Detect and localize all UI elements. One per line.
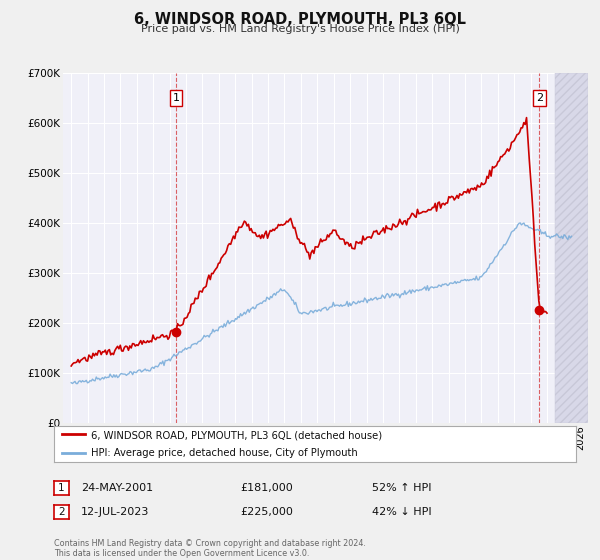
Text: 1: 1 bbox=[173, 93, 179, 103]
Text: 6, WINDSOR ROAD, PLYMOUTH, PL3 6QL (detached house): 6, WINDSOR ROAD, PLYMOUTH, PL3 6QL (deta… bbox=[91, 430, 382, 440]
Text: 24-MAY-2001: 24-MAY-2001 bbox=[81, 483, 153, 493]
Text: 12-JUL-2023: 12-JUL-2023 bbox=[81, 507, 149, 517]
Text: 2: 2 bbox=[536, 93, 543, 103]
Text: 6, WINDSOR ROAD, PLYMOUTH, PL3 6QL: 6, WINDSOR ROAD, PLYMOUTH, PL3 6QL bbox=[134, 12, 466, 27]
Text: 52% ↑ HPI: 52% ↑ HPI bbox=[372, 483, 431, 493]
Text: £225,000: £225,000 bbox=[240, 507, 293, 517]
Text: 42% ↓ HPI: 42% ↓ HPI bbox=[372, 507, 431, 517]
Text: 1: 1 bbox=[58, 483, 65, 493]
Text: Price paid vs. HM Land Registry's House Price Index (HPI): Price paid vs. HM Land Registry's House … bbox=[140, 24, 460, 34]
Text: £181,000: £181,000 bbox=[240, 483, 293, 493]
Text: Contains HM Land Registry data © Crown copyright and database right 2024.
This d: Contains HM Land Registry data © Crown c… bbox=[54, 539, 366, 558]
Text: 2: 2 bbox=[58, 507, 65, 516]
Text: HPI: Average price, detached house, City of Plymouth: HPI: Average price, detached house, City… bbox=[91, 448, 357, 458]
